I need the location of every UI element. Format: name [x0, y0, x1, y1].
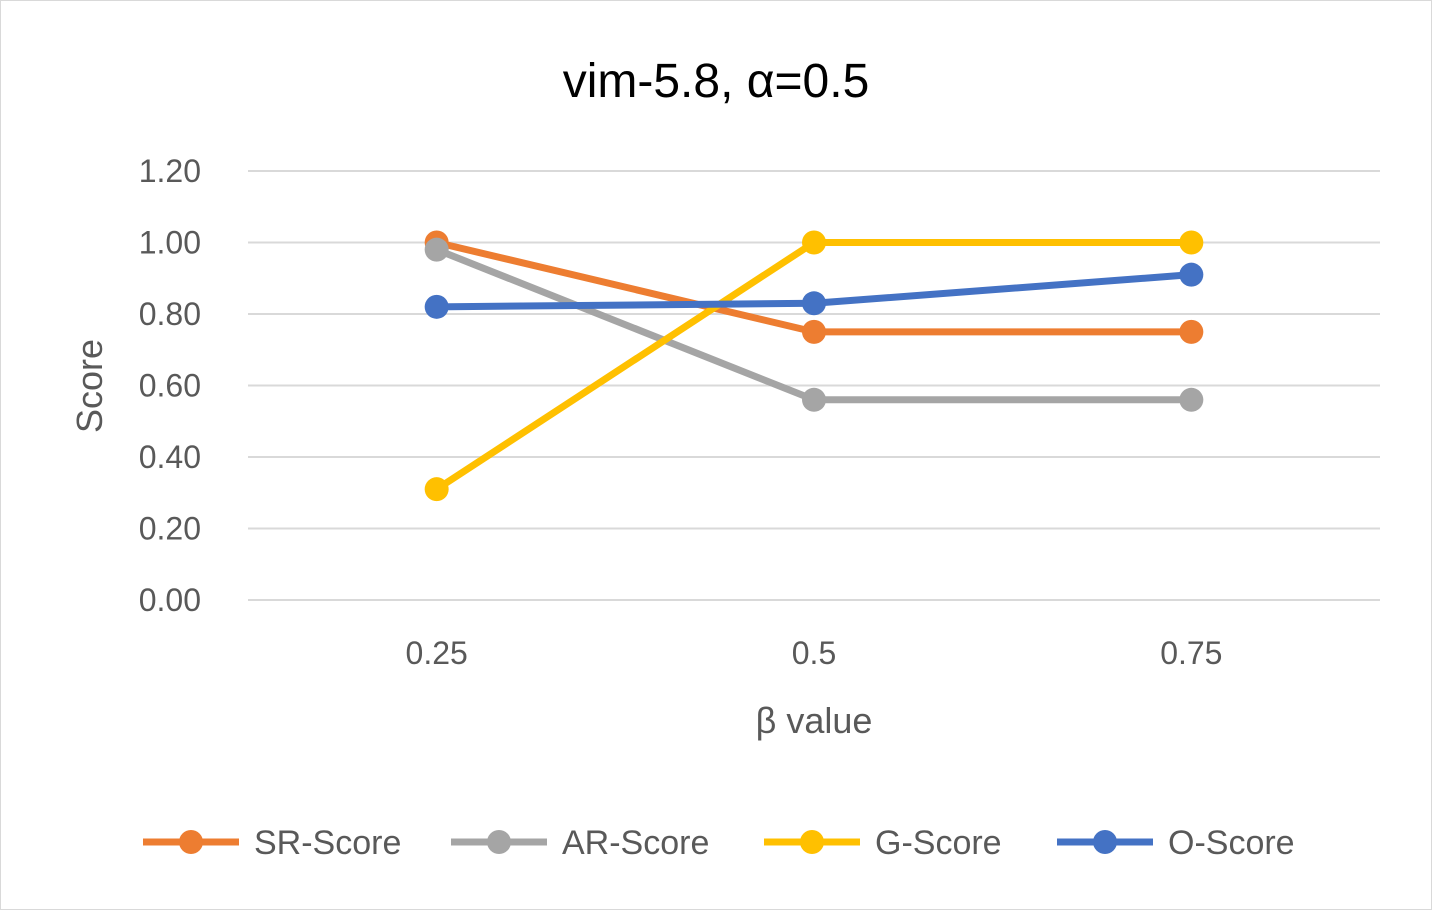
y-axis-title: Score [69, 339, 110, 433]
y-tick-label: 0.20 [139, 511, 201, 547]
x-axis-title: β value [756, 700, 873, 741]
legend-item: SR-Score [143, 824, 401, 862]
series-g-score [424, 230, 1204, 502]
y-tick-label: 0.40 [139, 439, 201, 475]
x-tick-labels: 0.25 0.5 0.75 [406, 635, 1223, 671]
data-point [802, 291, 826, 316]
y-tick-label: 1.00 [139, 225, 201, 261]
data-point [424, 477, 449, 502]
legend-swatch-marker [1093, 830, 1117, 854]
series-line [433, 239, 1195, 493]
y-tick-label: 0.80 [139, 296, 201, 332]
series-ar-score [424, 237, 1204, 412]
y-tick-label: 1.20 [139, 153, 201, 189]
legend-swatch-marker [487, 830, 511, 854]
x-tick-label: 0.5 [792, 635, 836, 671]
legend-label: AR-Score [562, 824, 709, 862]
data-point [802, 230, 826, 255]
legend-item: O-Score [1057, 824, 1295, 862]
series-o-score [424, 262, 1204, 319]
data-point [424, 237, 449, 262]
series-line [433, 239, 1195, 336]
y-tick-label: 0.00 [139, 582, 201, 618]
y-tick-labels: 0.00 0.20 0.40 0.60 0.80 1.00 1.20 [139, 153, 201, 618]
legend-label: G-Score [875, 824, 1002, 862]
data-point [424, 294, 449, 319]
data-point [802, 387, 826, 412]
data-point [1179, 262, 1204, 287]
legend: SR-Score AR-Score G-Score O-Score [143, 824, 1295, 862]
legend-item: AR-Score [451, 824, 709, 862]
legend-item: G-Score [764, 824, 1002, 862]
chart-title: vim-5.8, α=0.5 [563, 55, 870, 108]
y-tick-label: 0.60 [139, 368, 201, 404]
series-group [424, 230, 1204, 502]
data-point [1179, 319, 1204, 344]
data-point [1179, 230, 1204, 255]
legend-label: O-Score [1168, 824, 1295, 862]
legend-swatch-marker [179, 830, 203, 854]
x-tick-label: 0.75 [1160, 635, 1222, 671]
legend-swatch-marker [800, 830, 824, 854]
legend-label: SR-Score [254, 824, 401, 862]
x-tick-label: 0.25 [406, 635, 468, 671]
data-point [1179, 387, 1204, 412]
data-point [802, 319, 826, 344]
